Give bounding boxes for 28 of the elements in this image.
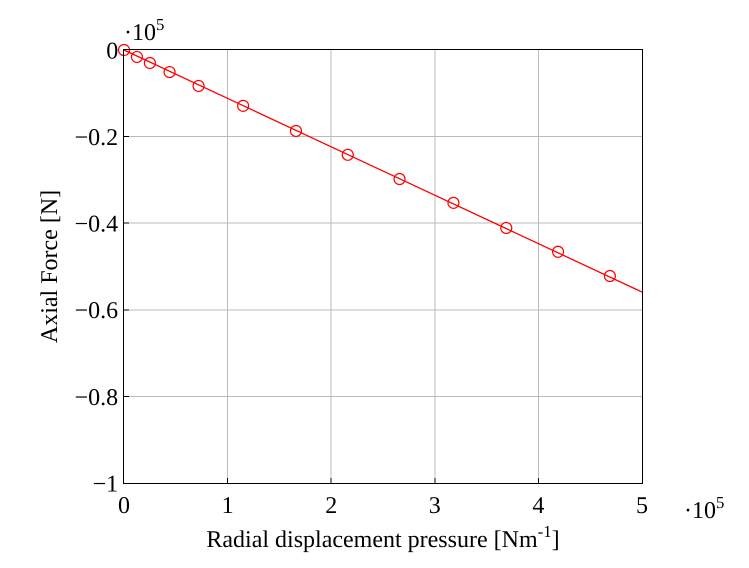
point xyxy=(144,56,156,70)
x-tick-label: 3 xyxy=(428,492,441,519)
point xyxy=(342,148,354,161)
y-tick-label: 0 xyxy=(106,38,118,64)
y-tick-label: −0.2 xyxy=(74,125,118,151)
y-tick-label: −0.6 xyxy=(74,298,118,324)
x-axis-title: Radial displacement pressure [Nm$^{-1}$] xyxy=(206,522,560,554)
text: ·10$^{5}$ xyxy=(684,493,724,524)
y-tick-label: −1 xyxy=(92,471,118,498)
y-tick-label: −0.4 xyxy=(74,212,118,238)
point xyxy=(500,222,512,234)
y-axis-title: Axial Force [N] xyxy=(36,190,63,344)
point xyxy=(604,270,616,282)
text: ·10$^{5}$ xyxy=(124,15,164,46)
x-tick-label: 1 xyxy=(222,492,234,519)
y-tick-label: −0.8 xyxy=(74,384,118,411)
point xyxy=(393,172,406,186)
point xyxy=(192,80,205,92)
point xyxy=(290,124,302,138)
x-tick-label: 4 xyxy=(532,492,544,519)
point xyxy=(237,100,250,112)
point xyxy=(447,196,460,209)
point xyxy=(552,246,564,258)
x-tick-label: 2 xyxy=(325,492,338,519)
point xyxy=(130,50,144,64)
point xyxy=(163,66,176,78)
x-tick-label: 5 xyxy=(636,492,648,519)
point xyxy=(118,44,130,56)
